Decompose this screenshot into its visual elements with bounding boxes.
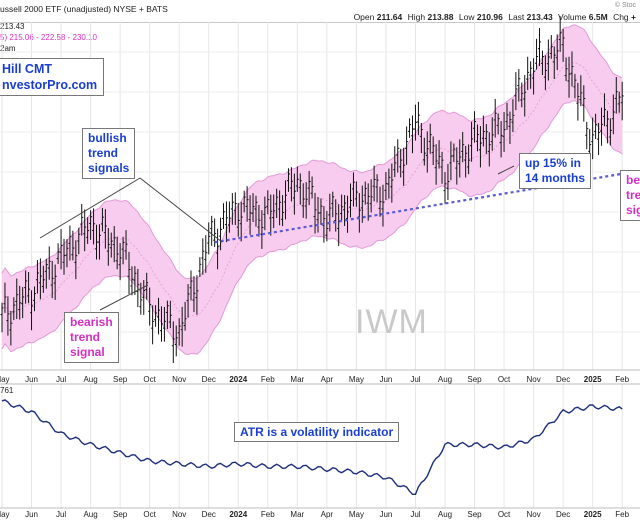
atr-annotation: ATR is a volatility indicator [234,422,400,442]
x-tick-label: Jul [56,375,66,384]
chg-value: + [631,12,636,22]
annotation-bullish: bullish trend signals [82,128,136,179]
x-tick-label-atr: Nov [526,510,540,519]
x-tick-label: Sep [467,375,482,384]
x-tick-label-atr: Jun [25,510,38,519]
x-tick-label: Nov [526,375,540,384]
x-tick-label: Jun [25,375,38,384]
x-tick-label: May [0,375,10,384]
stockcharts-credit: © Stoc [614,2,636,9]
x-tick-label: Jun [379,375,392,384]
x-tick-label-atr: Jun [379,510,392,519]
x-tick-label-atr: Feb [261,510,275,519]
x-tick-label-atr: Nov [172,510,186,519]
brand-line-2: nvestorPro.com [2,78,98,92]
price-bars [0,16,624,363]
brand-line-1: Hill CMT [2,62,52,76]
symbol-watermark: IWM [355,303,428,341]
x-tick-label: Mar [290,375,304,384]
volume-value: 6.5M [588,12,608,22]
x-tick-label: Oct [143,375,156,384]
x-tick-label: Jul [410,375,420,384]
annotation-up-15: up 15% in 14 months [519,153,592,189]
x-tick-label-atr: 2024 [229,510,247,519]
band-lower [1,99,623,356]
x-tick-label: May [349,375,364,384]
callout-pointer [39,177,141,239]
chg-label: Chg [613,12,629,22]
x-tick-label: Oct [498,375,511,384]
trendline [39,165,640,311]
high-label: High [407,12,426,22]
x-tick-label-atr: Dec [556,510,570,519]
last-value: 213.43 [526,12,553,22]
x-tick-label-atr: Jul [56,510,66,519]
x-tick-label: Dec [202,375,216,384]
x-tick-label: Aug [83,375,97,384]
open-label: Open [353,12,375,22]
x-tick-label-atr: Aug [438,510,452,519]
x-tick-label-atr: Dec [202,510,216,519]
annotation-bearish: bearish trend signal [64,312,119,363]
x-tick-label-atr: Mar [290,510,304,519]
x-tick-label: Apr [321,375,334,384]
x-tick-label-atr: Sep [467,510,482,519]
x-tick-label-atr: Jul [410,510,420,519]
callout-pointer [99,284,149,311]
x-axis-labels: May May Jun Jun Jul Jul Aug Aug Sep Sep Oct Oct Nov N… [0,375,630,519]
x-tick-label-atr: Sep [113,510,128,519]
atr-panel [1,399,623,495]
annotation-right: be tre sig [620,170,640,221]
x-tick-label: Feb [261,375,275,384]
chart-title: ussell 2000 ETF (unadjusted) NYSE + BATS [0,4,168,14]
atr-line [1,399,623,495]
open-value: 211.64 [376,12,403,22]
x-tick-label: Nov [172,375,186,384]
x-tick-label: 2024 [229,375,247,384]
price-readout: 213.43 [0,22,25,31]
low-label: Low [458,12,475,22]
x-tick-label: Dec [556,375,570,384]
x-tick-label-atr: 2025 [584,510,602,519]
quote-summary: Open 211.64 High 213.88 Low 210.96 Last … [351,12,636,22]
last-label: Last [508,12,525,22]
callout-pointer [497,165,515,175]
x-tick-label: 2025 [584,375,602,384]
x-tick-label: Aug [438,375,452,384]
x-tick-label-atr: Feb [615,510,629,519]
band-readout: 5) 215.06 - 222.58 - 230.10 [0,33,97,42]
volume-label: Volume [558,12,587,22]
atr-value-label: 761 [0,386,14,395]
brand-box: Hill CMT nvestorPro.com [0,58,105,96]
x-tick-label: Sep [113,375,128,384]
x-tick-label-atr: Oct [498,510,511,519]
high-value: 213.88 [427,12,454,22]
x-tick-label-atr: May [0,510,10,519]
chart-header: ussell 2000 ETF (unadjusted) NYSE + BATS… [0,0,640,23]
x-tick-label-atr: Apr [321,510,334,519]
x-tick-label: Feb [615,375,629,384]
low-value: 210.96 [476,12,503,22]
x-tick-label-atr: Oct [143,510,156,519]
time-readout: 2am [0,44,16,53]
x-tick-label-atr: May [349,510,364,519]
callout-pointer [139,177,223,243]
x-tick-label-atr: Aug [83,510,97,519]
